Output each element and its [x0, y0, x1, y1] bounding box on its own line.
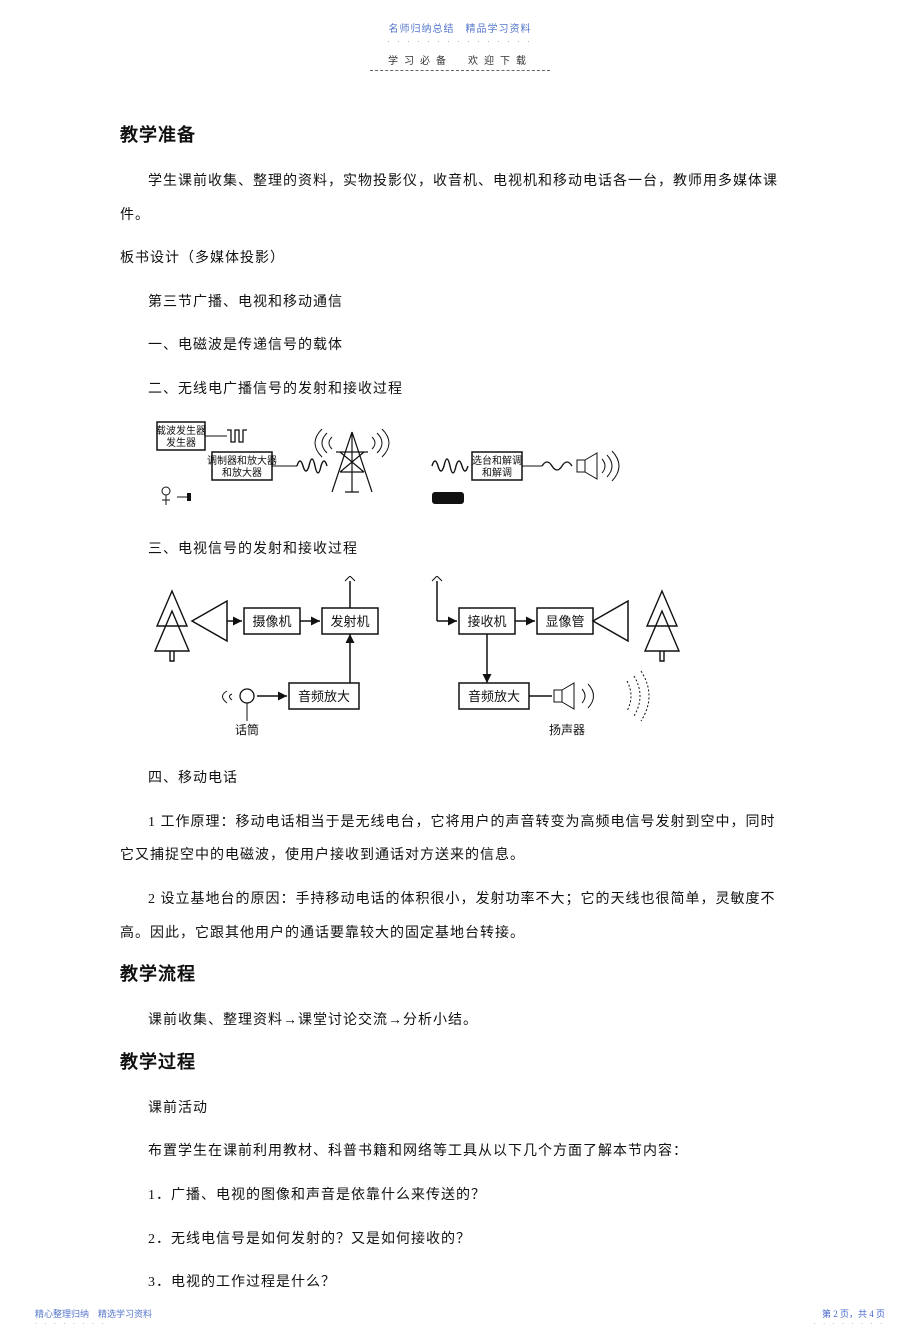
process-intro: 布置学生在课前利用教材、科普书籍和网络等工具从以下几个方面了解本节内容： [120, 1135, 780, 1169]
diagram-tv-signal: 摄像机 发射机 话筒 音频放大 接收机 [152, 576, 780, 746]
label-speaker: 扬声器 [549, 722, 585, 737]
label-modulator: 调制器和放大器 [207, 454, 277, 467]
outline-item-3: 三、电视信号的发射和接收过程 [120, 533, 780, 567]
process-subtitle: 课前活动 [120, 1092, 780, 1126]
outline-item-2: 二、无线电广播信号的发射和接收过程 [120, 373, 780, 407]
label-camera: 摄像机 [252, 614, 291, 629]
header-dots: . . . . . . . . . . . . . . . [0, 35, 920, 44]
board-design-title: 板书设计（多媒体投影） [120, 242, 780, 276]
mobile-basestation: 2 设立基地台的原因：手持移动电话的体积很小，发射功率不大；它的天线也很简单，灵… [120, 883, 780, 950]
outline-item-1: 一、电磁波是传递信号的载体 [120, 329, 780, 363]
chapter-title: 第三节广播、电视和移动通信 [120, 286, 780, 320]
diagram-radio-broadcast: 载波发生器 发生器 调制器和放大器 和放大器 选台和解调 [152, 417, 780, 517]
question-1: 1．广播、电视的图像和声音是依靠什么来传送的？ [120, 1179, 780, 1213]
svg-text:和解调: 和解调 [482, 466, 512, 479]
svg-text:发生器: 发生器 [166, 436, 196, 449]
flow-paragraph: 课前收集、整理资料→课堂讨论交流→分析小结。 [120, 1004, 780, 1038]
header-sub-line: 学习必备 欢迎下载 [370, 52, 550, 71]
svg-text:和放大器: 和放大器 [222, 466, 262, 479]
question-2: 2．无线电信号是如何发射的？又是如何接收的？ [120, 1223, 780, 1257]
footer-left-dots: . . . . . . . . [35, 1318, 106, 1326]
label-audio-amp-2: 音频放大 [468, 689, 520, 704]
label-crt: 显像管 [545, 614, 584, 629]
footer-right-dots: . . . . . . . . [814, 1318, 885, 1326]
question-3: 3．电视的工作过程是什么？ [120, 1266, 780, 1300]
mobile-principle: 1 工作原理：移动电话相当于是无线电台，它将用户的声音转变为高频电信号发射到空中… [120, 806, 780, 873]
label-tuner: 选台和解调 [472, 454, 522, 467]
label-receiver: 接收机 [467, 614, 506, 629]
header-top-line: 名师归纳总结 精品学习资料 [0, 20, 920, 35]
main-content: 教学准备 学生课前收集、整理的资料，实物投影仪，收音机、电视机和移动电话各一台，… [0, 121, 920, 1300]
section-process-title: 教学过程 [120, 1048, 780, 1074]
label-mic: 话筒 [235, 722, 259, 737]
outline-item-4: 四、移动电话 [120, 762, 780, 796]
label-transmitter: 发射机 [330, 614, 369, 629]
section-prep-title: 教学准备 [120, 121, 780, 147]
prep-paragraph: 学生课前收集、整理的资料，实物投影仪，收音机、电视机和移动电话各一台，教师用多媒… [120, 165, 780, 232]
label-carrier: 载波发生器 [156, 424, 206, 437]
label-audio-amp-1: 音频放大 [298, 689, 350, 704]
section-flow-title: 教学流程 [120, 960, 780, 986]
